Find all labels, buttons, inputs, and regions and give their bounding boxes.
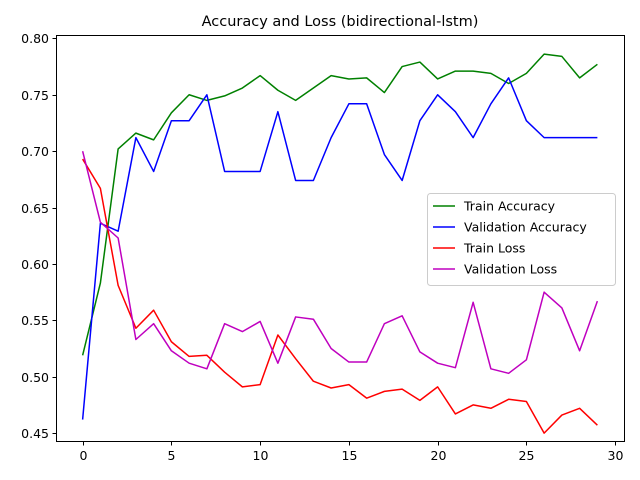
legend-label: Validation Accuracy xyxy=(464,220,587,235)
series-line-validation-loss xyxy=(81,150,599,375)
x-tick-label: 25 xyxy=(519,448,535,463)
legend-item-validation-accuracy: Validation Accuracy xyxy=(433,220,587,235)
y-tick-label: 0.55 xyxy=(21,313,49,328)
y-tick-label: 0.50 xyxy=(21,370,49,385)
x-axis: 0 5 10 15 20 25 30 xyxy=(80,441,624,463)
legend-label: Train Accuracy xyxy=(463,199,556,214)
legend: Train Accuracy Validation Accuracy Train L… xyxy=(427,193,616,286)
series-lines xyxy=(81,53,599,434)
x-tick-label: 10 xyxy=(253,448,269,463)
y-tick-label: 0.65 xyxy=(21,201,49,216)
legend-box xyxy=(427,193,616,286)
y-tick-label: 0.75 xyxy=(21,88,49,103)
series-line-validation-accuracy xyxy=(81,77,598,420)
legend-item-train-accuracy: Train Accuracy xyxy=(433,199,556,214)
y-tick-label: 0.45 xyxy=(21,426,49,441)
chart-title: Accuracy and Loss (bidirectional-lstm) xyxy=(202,14,479,30)
x-tick-label: 0 xyxy=(80,448,88,463)
x-tick-label: 20 xyxy=(431,448,447,463)
legend-label: Validation Loss xyxy=(464,262,557,277)
legend-item-train-loss: Train Loss xyxy=(433,241,525,256)
legend-label: Train Loss xyxy=(463,241,525,256)
x-tick-label: 30 xyxy=(608,448,624,463)
legend-item-validation-loss: Validation Loss xyxy=(433,262,557,277)
y-tick-label: 0.60 xyxy=(21,257,49,272)
y-tick-label: 0.70 xyxy=(21,144,49,159)
x-tick-label: 15 xyxy=(342,448,358,463)
series-line-train-accuracy xyxy=(81,53,598,356)
x-tick-label: 5 xyxy=(168,448,176,463)
plot-frame xyxy=(56,35,625,442)
y-tick-label: 0.80 xyxy=(21,31,49,46)
plot-area: 0 5 10 15 20 25 30 0.45 0.50 0.55 0.60 0.65 0.70 0.7… xyxy=(21,31,625,463)
y-axis: 0.45 0.50 0.55 0.60 0.65 0.70 0.75 0.80 xyxy=(21,31,57,441)
series-line-train-loss xyxy=(81,158,598,434)
